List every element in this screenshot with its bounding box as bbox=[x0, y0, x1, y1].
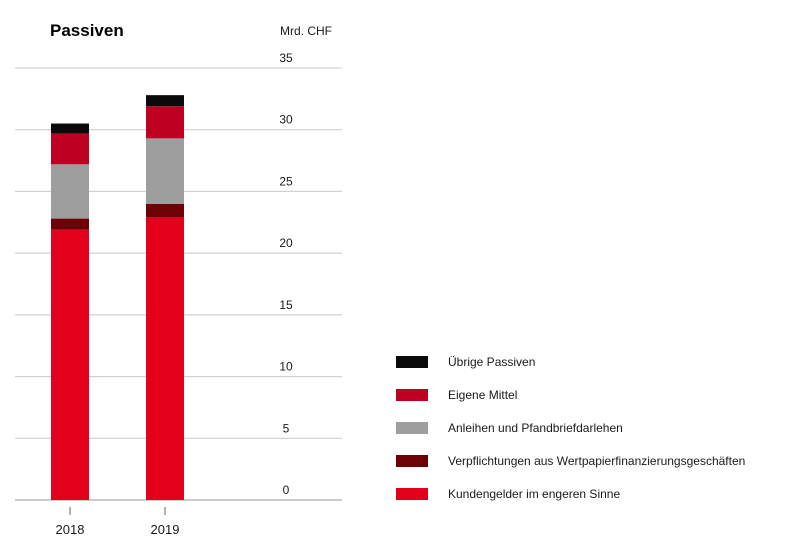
y-tick-label: 5 bbox=[283, 421, 290, 435]
chart-title: Passiven bbox=[50, 21, 124, 40]
legend-label: Verpflichtungen aus Wertpapierfinanzieru… bbox=[448, 454, 745, 468]
bar-segment bbox=[51, 218, 89, 230]
x-tick-label: 2018 bbox=[56, 522, 85, 537]
legend-swatch bbox=[396, 488, 428, 500]
bar-segment bbox=[146, 203, 184, 218]
y-tick-label: 20 bbox=[279, 236, 293, 250]
legend: Übrige Passiven Eigene Mittel Anleihen und… bbox=[396, 355, 745, 501]
bar-segment bbox=[51, 133, 89, 165]
y-tick-label: 35 bbox=[279, 51, 293, 65]
y-tick-label: 10 bbox=[279, 360, 293, 374]
bar-segment bbox=[51, 123, 89, 134]
legend-label: Übrige Passiven bbox=[448, 355, 535, 369]
x-axis: 2018 2019 bbox=[56, 507, 180, 537]
y-tick-label: 30 bbox=[279, 113, 293, 127]
legend-swatch bbox=[396, 455, 428, 467]
bar-segment bbox=[51, 164, 89, 219]
legend-label: Kundengelder im engeren Sinne bbox=[448, 487, 620, 501]
unit-label: Mrd. CHF bbox=[280, 24, 332, 38]
bars bbox=[51, 95, 184, 501]
x-tick-label: 2019 bbox=[151, 522, 180, 537]
y-tick-label: 0 bbox=[283, 483, 290, 497]
y-tick-label: 15 bbox=[279, 298, 293, 312]
bar-segment bbox=[146, 106, 184, 139]
legend-swatch bbox=[396, 389, 428, 401]
legend-swatch bbox=[396, 422, 428, 434]
bar-segment bbox=[146, 138, 184, 204]
legend-label: Eigene Mittel bbox=[448, 388, 517, 402]
bar-segment bbox=[51, 229, 89, 501]
legend-swatch bbox=[396, 356, 428, 368]
bar-segment bbox=[146, 217, 184, 500]
y-tick-label: 25 bbox=[279, 174, 293, 188]
bar-segment bbox=[146, 95, 184, 107]
legend-label: Anleihen und Pfandbriefdarlehen bbox=[448, 421, 623, 435]
